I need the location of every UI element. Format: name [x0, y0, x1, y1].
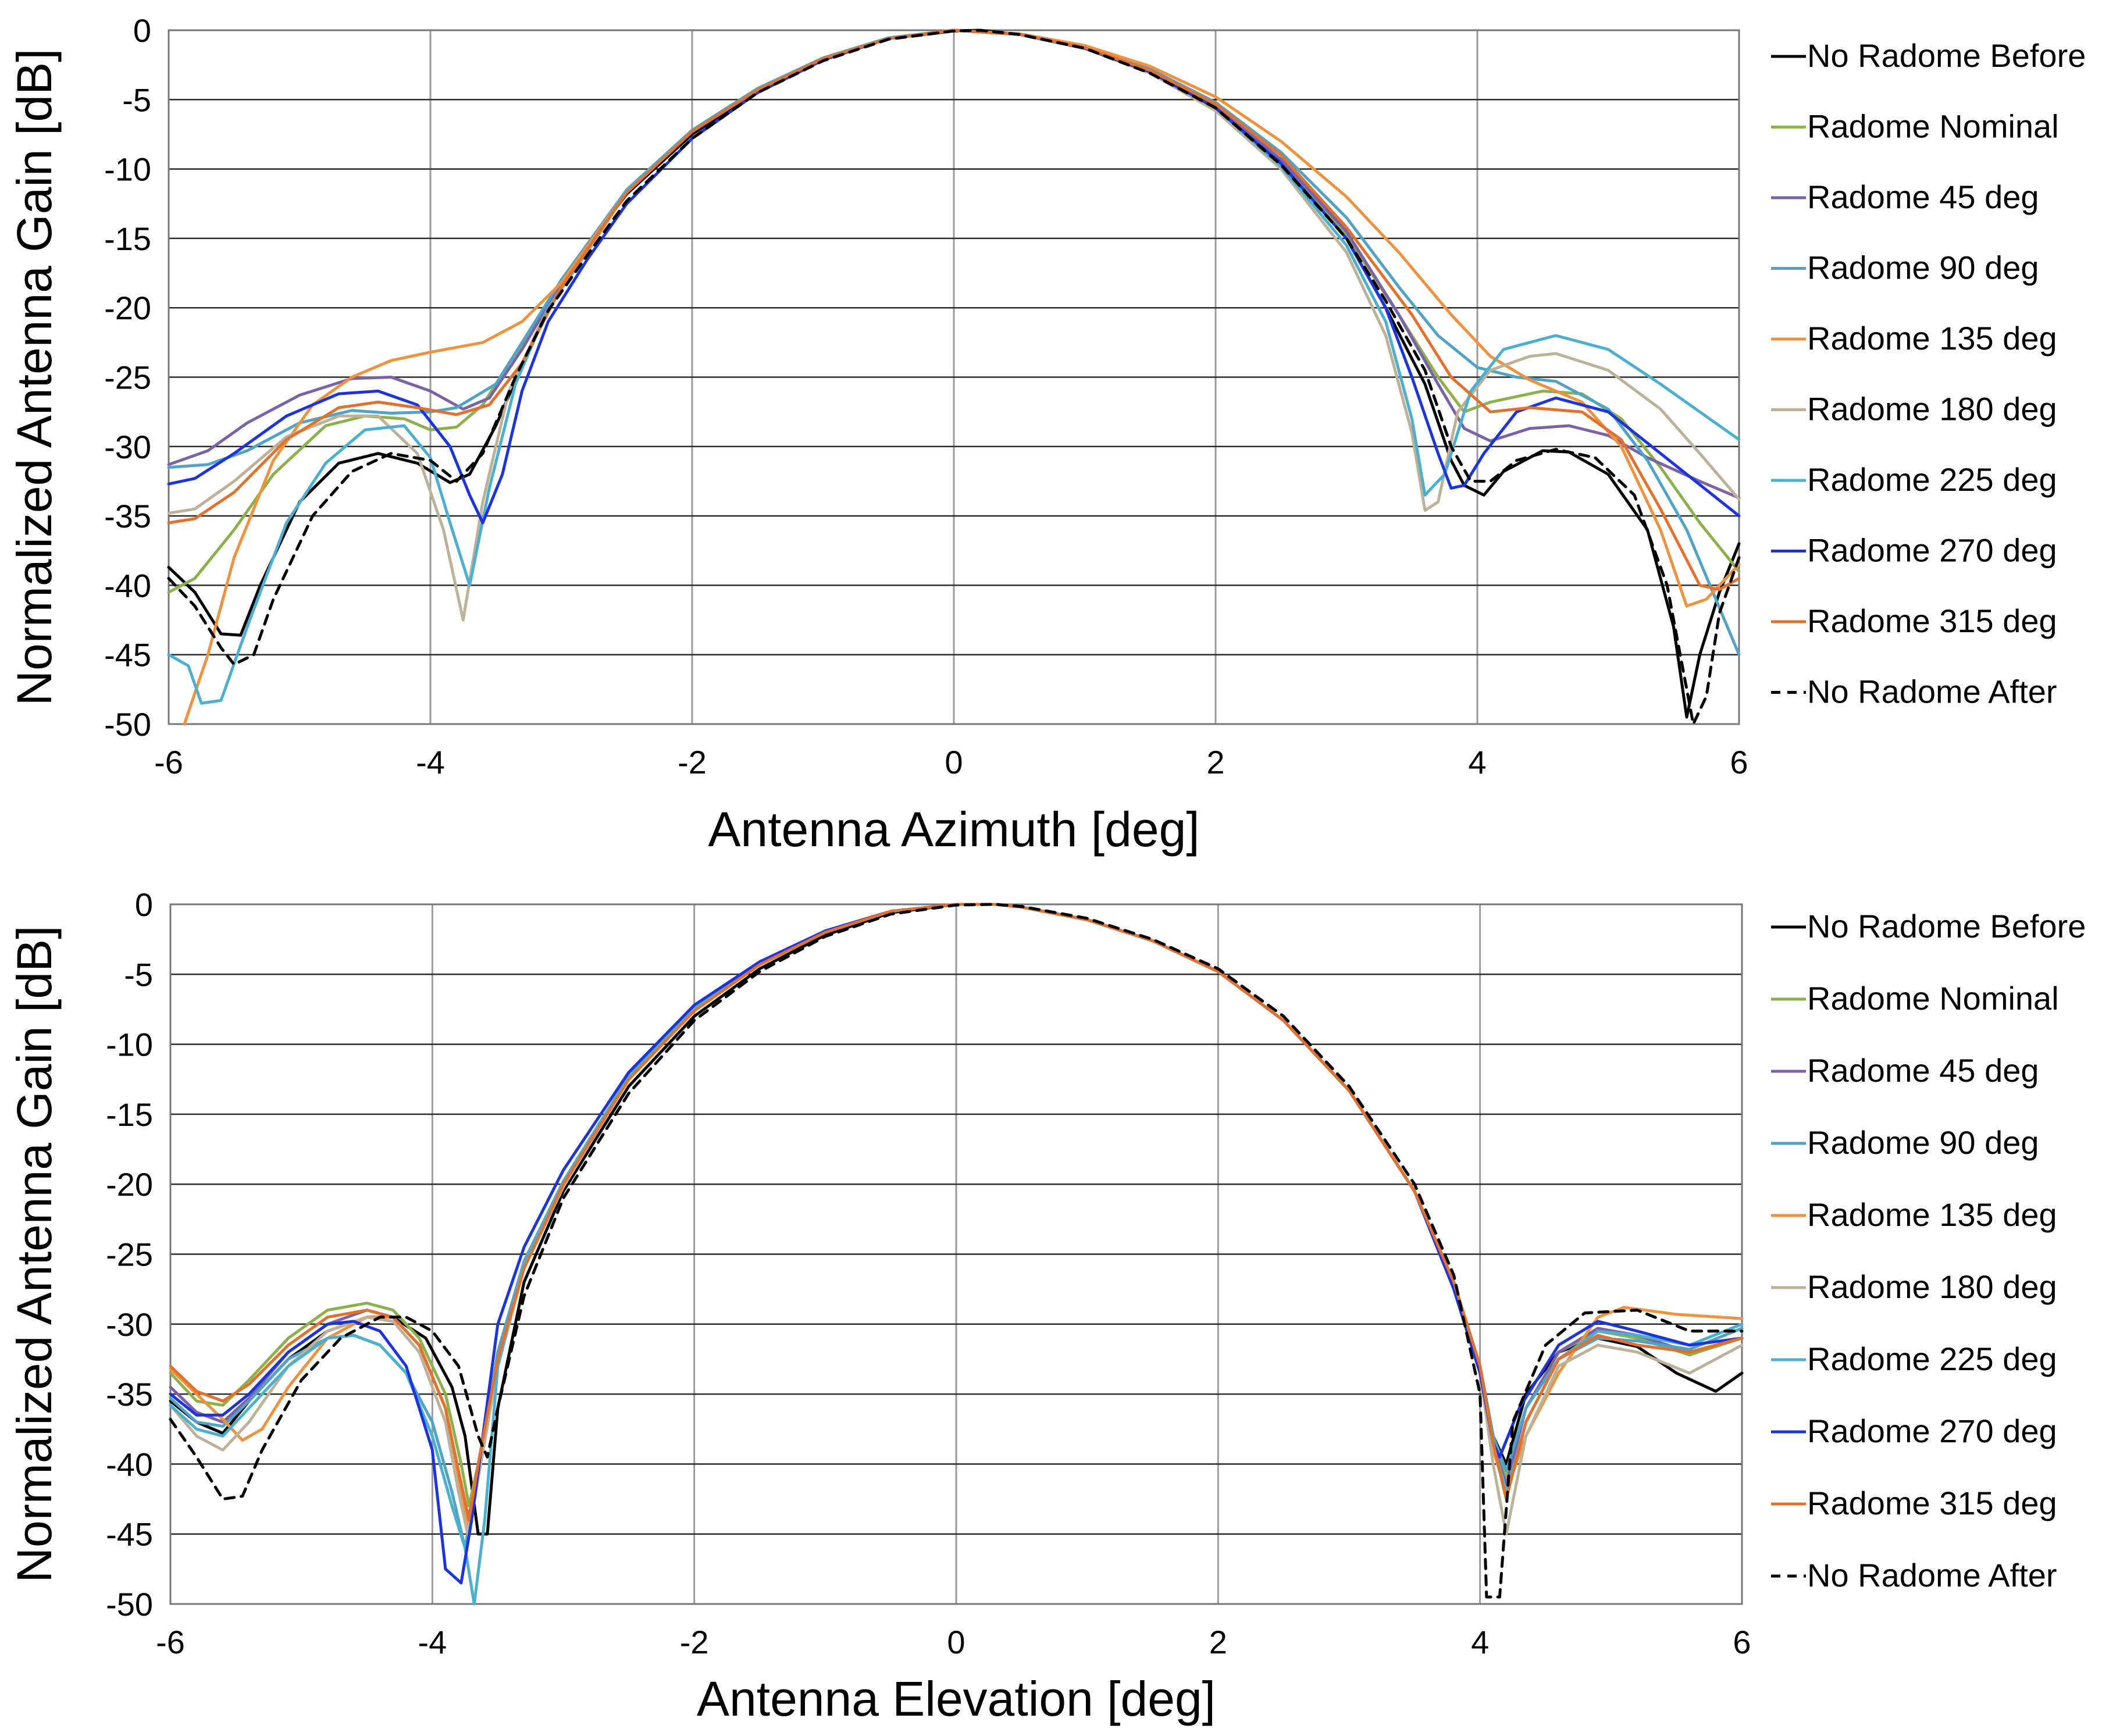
chart2-y-tick-label: -50	[106, 1586, 153, 1623]
chart1-y-tick-label: -20	[104, 290, 151, 326]
chart2-y-tick-label: -45	[106, 1516, 153, 1553]
chart2-y-tick-label: -15	[106, 1096, 153, 1133]
chart1-legend-label-9: Radome 315 deg	[1807, 603, 2057, 639]
chart1-legend-label-5: Radome 135 deg	[1807, 320, 2057, 357]
chart1-x-tick-label: 0	[945, 744, 963, 780]
chart2-legend-label-10: No Radome After	[1807, 1557, 2057, 1594]
chart1-x-tick-label: 4	[1468, 744, 1486, 780]
chart1-legend-label-1: No Radome Before	[1807, 37, 2086, 74]
chart1-y-tick-label: -30	[104, 429, 151, 465]
chart2-legend-label-1: No Radome Before	[1807, 908, 2086, 944]
chart2-x-tick-label: 0	[947, 1624, 965, 1660]
chart1-y-tick-label: -40	[104, 567, 151, 604]
chart1-y-tick-label: -50	[104, 706, 151, 743]
chart2-x-tick-label: -4	[418, 1624, 447, 1660]
chart2-x-tick-label: 6	[1733, 1624, 1751, 1660]
chart2-series-line-9	[169, 903, 1744, 1522]
chart1-series-line-10	[167, 28, 1741, 726]
chart2-y-axis-title: Normalized Antenna Gain [dB]	[7, 926, 62, 1583]
chart1-y-tick-label: -45	[104, 637, 151, 673]
chart1-x-axis-title: Antenna Azimuth [deg]	[708, 802, 1199, 857]
chart2-legend-label-4: Radome 90 deg	[1807, 1124, 2039, 1161]
chart2-x-axis-title: Antenna Elevation [deg]	[697, 1671, 1216, 1726]
chart2-legend-label-3: Radome 45 deg	[1807, 1052, 2039, 1089]
chart1-legend-label-6: Radome 180 deg	[1807, 391, 2057, 427]
chart1-y-tick-label: -15	[104, 220, 151, 257]
chart1-y-tick-label: -35	[104, 498, 151, 534]
chart1-x-tick-label: 6	[1730, 744, 1748, 780]
chart2-y-tick-label: -5	[124, 956, 153, 993]
chart2-y-tick-label: -40	[106, 1446, 153, 1482]
chart2-series-line-10	[169, 903, 1744, 1599]
chart1-legend-label-8: Radome 270 deg	[1807, 532, 2057, 569]
chart2-legend-label-9: Radome 315 deg	[1807, 1485, 2057, 1521]
chart2-y-tick-label: -20	[106, 1166, 153, 1203]
chart2-y-tick-label: 0	[135, 886, 153, 923]
chart1-x-tick-label: -6	[154, 744, 183, 780]
chart1-legend-label-10: No Radome After	[1807, 673, 2057, 710]
chart2-legend-label-6: Radome 180 deg	[1807, 1268, 2057, 1305]
chart1-x-tick-label: 2	[1206, 744, 1224, 780]
chart1-y-tick-label: -10	[104, 151, 151, 188]
chart1-legend-label-4: Radome 90 deg	[1807, 249, 2039, 286]
chart1-legend-label-2: Radome Nominal	[1807, 108, 2059, 145]
chart1-y-tick-label: -25	[104, 359, 151, 396]
chart2-x-tick-label: 4	[1471, 1624, 1489, 1660]
chart1-y-tick-label: 0	[133, 12, 151, 49]
chart1-legend-label-3: Radome 45 deg	[1807, 179, 2039, 215]
chart2-y-tick-label: -35	[106, 1376, 153, 1413]
chart2-legend-label-8: Radome 270 deg	[1807, 1413, 2057, 1449]
chart2-x-tick-label: 2	[1209, 1624, 1227, 1660]
chart1-x-tick-label: -4	[416, 744, 445, 780]
chart2-legend-label-7: Radome 225 deg	[1807, 1341, 2057, 1377]
chart1-y-axis-title: Normalized Antenna Gain [dB]	[7, 49, 62, 706]
chart2-x-tick-label: -2	[680, 1624, 709, 1660]
chart1-y-tick-label: -5	[122, 81, 151, 118]
chart2-x-tick-label: -6	[156, 1624, 185, 1660]
chart2-y-tick-label: -10	[106, 1026, 153, 1063]
chart1-x-tick-label: -2	[678, 744, 707, 780]
chart2-legend-label-5: Radome 135 deg	[1807, 1196, 2057, 1233]
chart2-y-tick-label: -25	[106, 1236, 153, 1273]
chart1-legend-label-7: Radome 225 deg	[1807, 461, 2057, 498]
chart2-legend-label-2: Radome Nominal	[1807, 980, 2059, 1017]
chart2-y-tick-label: -30	[106, 1306, 153, 1343]
